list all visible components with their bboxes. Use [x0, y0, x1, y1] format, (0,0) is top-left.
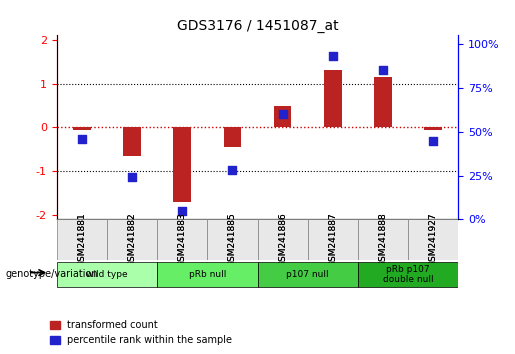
Text: GSM241882: GSM241882 [128, 212, 136, 267]
FancyBboxPatch shape [57, 262, 157, 287]
Bar [73, 127, 91, 130]
Text: GSM241885: GSM241885 [228, 212, 237, 267]
Point [379, 68, 387, 73]
Point [279, 112, 287, 117]
Bar [123, 127, 141, 156]
Point [128, 175, 136, 180]
FancyBboxPatch shape [57, 219, 107, 260]
FancyBboxPatch shape [358, 219, 408, 260]
Bar [424, 127, 442, 130]
FancyBboxPatch shape [258, 219, 307, 260]
Text: p107 null: p107 null [286, 270, 329, 279]
FancyBboxPatch shape [358, 262, 458, 287]
Text: GSM241886: GSM241886 [278, 212, 287, 267]
Point [429, 138, 437, 143]
FancyBboxPatch shape [307, 219, 358, 260]
Text: GSM241887: GSM241887 [329, 212, 337, 267]
Point [178, 208, 186, 213]
Legend: transformed count, percentile rank within the sample: transformed count, percentile rank withi… [46, 316, 236, 349]
Point [228, 167, 236, 173]
Text: GSM241927: GSM241927 [429, 212, 438, 267]
Text: GSM241881: GSM241881 [77, 212, 86, 267]
Text: GSM241927: GSM241927 [429, 212, 438, 267]
FancyBboxPatch shape [207, 219, 258, 260]
Text: GSM241888: GSM241888 [379, 212, 387, 267]
Text: GSM241883: GSM241883 [178, 212, 186, 267]
Text: pRb null: pRb null [188, 270, 226, 279]
Point [329, 53, 337, 59]
Text: GSM241886: GSM241886 [278, 212, 287, 267]
FancyBboxPatch shape [408, 219, 458, 260]
Point [78, 136, 86, 142]
FancyBboxPatch shape [157, 219, 207, 260]
Text: GSM241888: GSM241888 [379, 212, 387, 267]
FancyBboxPatch shape [157, 262, 258, 287]
Bar [324, 70, 341, 127]
Text: GSM241887: GSM241887 [329, 212, 337, 267]
Bar [224, 127, 241, 147]
Text: GSM241881: GSM241881 [77, 212, 86, 267]
Text: GSM241883: GSM241883 [178, 212, 186, 267]
Text: wild type: wild type [86, 270, 128, 279]
Bar [174, 127, 191, 202]
Bar [374, 77, 392, 127]
Title: GDS3176 / 1451087_at: GDS3176 / 1451087_at [177, 19, 338, 33]
FancyBboxPatch shape [107, 219, 157, 260]
Text: genotype/variation: genotype/variation [5, 269, 98, 279]
FancyBboxPatch shape [258, 262, 358, 287]
Bar [274, 105, 291, 127]
Text: GSM241885: GSM241885 [228, 212, 237, 267]
Text: pRb p107
double null: pRb p107 double null [383, 265, 434, 284]
Text: GSM241882: GSM241882 [128, 212, 136, 267]
